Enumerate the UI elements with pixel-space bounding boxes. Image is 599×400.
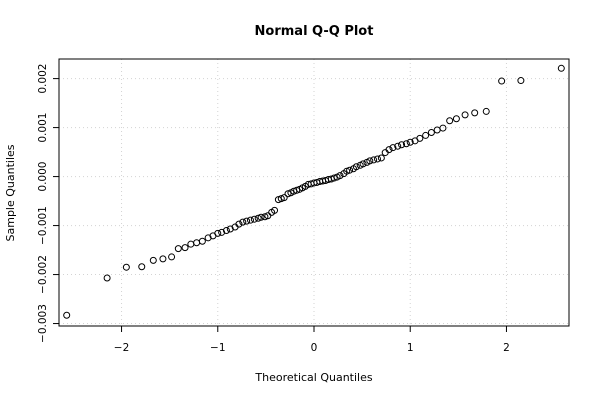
- x-tick-label: −1: [210, 342, 225, 354]
- y-tick-label: 0.001: [37, 113, 49, 143]
- data-point: [336, 172, 344, 180]
- chart-title: Normal Q-Q Plot: [255, 24, 374, 39]
- data-point: [377, 154, 385, 162]
- grid-lines: [59, 59, 569, 326]
- x-tick-label: 2: [503, 342, 510, 354]
- x-tick-label: 0: [311, 342, 318, 354]
- y-tick-label: −0.001: [37, 206, 49, 245]
- data-point: [198, 237, 206, 245]
- data-point: [214, 229, 222, 237]
- data-point: [482, 107, 490, 115]
- data-point: [257, 213, 265, 221]
- data-point: [159, 255, 167, 263]
- data-point: [498, 77, 506, 85]
- data-point: [63, 311, 71, 319]
- data-point: [168, 253, 176, 261]
- data-point: [427, 128, 435, 136]
- data-point: [280, 194, 288, 202]
- data-point: [366, 157, 374, 165]
- y-tick-label: 0.002: [37, 64, 49, 94]
- x-tick-label: −2: [114, 342, 129, 354]
- x-tick-label: 1: [407, 342, 414, 354]
- data-point: [174, 245, 182, 253]
- data-point: [246, 216, 254, 224]
- data-point: [271, 206, 279, 214]
- data-point: [389, 144, 397, 152]
- data-point: [402, 140, 410, 148]
- data-point: [284, 190, 292, 198]
- data-point: [193, 239, 201, 247]
- data-point: [239, 218, 247, 226]
- data-point: [385, 146, 393, 154]
- data-point: [374, 155, 382, 163]
- data-point: [264, 212, 272, 220]
- data-point: [277, 195, 285, 203]
- data-point: [293, 186, 301, 194]
- y-tick-label: −0.002: [37, 255, 49, 294]
- x-axis-label: Theoretical Quantiles: [254, 371, 372, 384]
- data-point: [452, 115, 460, 123]
- data-point: [398, 141, 406, 149]
- data-point: [149, 256, 157, 264]
- data-point: [222, 226, 230, 234]
- data-point: [103, 274, 111, 282]
- data-point: [422, 131, 430, 139]
- y-tick-label: −0.003: [37, 304, 49, 343]
- data-point: [138, 263, 146, 271]
- data-point: [235, 220, 243, 228]
- data-point: [446, 117, 454, 125]
- data-point: [439, 124, 447, 132]
- data-point: [370, 156, 378, 164]
- data-points: [63, 64, 565, 319]
- y-axis-label: Sample Quantiles: [4, 144, 17, 241]
- x-axis: −2 −1 0 1 2: [114, 326, 510, 354]
- y-axis: −0.003 −0.002 −0.001 0.000 0.001 0.002: [37, 64, 59, 343]
- data-point: [517, 77, 525, 85]
- data-point: [346, 166, 354, 174]
- data-point: [557, 64, 565, 72]
- data-point: [261, 213, 269, 221]
- data-point: [406, 138, 414, 146]
- data-point: [416, 134, 424, 142]
- data-point: [471, 109, 479, 117]
- y-tick-label: 0.000: [37, 162, 49, 192]
- data-point: [187, 240, 195, 248]
- data-point: [394, 142, 402, 150]
- data-point: [330, 174, 338, 182]
- data-point: [122, 263, 130, 271]
- data-point: [250, 215, 258, 223]
- data-point: [352, 163, 360, 171]
- plot-frame: [58, 58, 570, 327]
- data-point: [433, 126, 441, 134]
- data-point: [343, 167, 351, 175]
- data-point: [243, 217, 251, 225]
- data-point: [254, 214, 262, 222]
- data-point: [461, 111, 469, 119]
- data-point: [181, 244, 189, 252]
- data-point: [359, 160, 367, 168]
